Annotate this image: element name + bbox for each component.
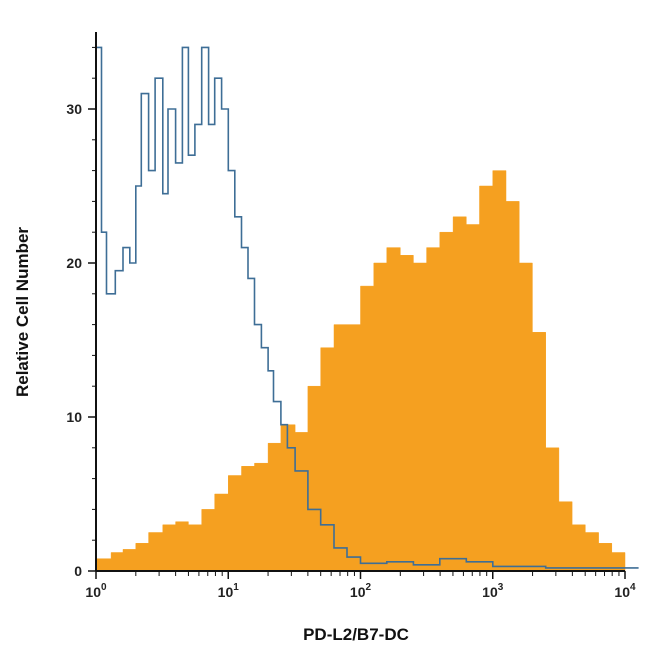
y-tick-label: 10 bbox=[66, 409, 82, 425]
x-tick-label: 104 bbox=[614, 582, 636, 600]
series-filled-histogram bbox=[95, 170, 626, 572]
y-axis-title: Relative Cell Number bbox=[13, 227, 32, 397]
y-tick-label: 0 bbox=[74, 563, 82, 579]
x-axis-title: PD-L2/B7-DC bbox=[303, 625, 409, 644]
series-outline-histogram bbox=[95, 46, 639, 571]
y-tick-label: 20 bbox=[66, 255, 82, 271]
plot-area bbox=[95, 46, 639, 572]
x-tick-label: 102 bbox=[350, 582, 372, 600]
y-tick-label: 30 bbox=[66, 101, 82, 117]
x-tick-label: 101 bbox=[218, 582, 240, 600]
y-axis-ticks: 0 10 20 30 bbox=[66, 46, 96, 579]
x-axis-ticks: 100 101 102 103 104 bbox=[85, 571, 636, 600]
x-tick-label: 100 bbox=[85, 582, 107, 600]
x-tick-label: 103 bbox=[482, 582, 504, 600]
